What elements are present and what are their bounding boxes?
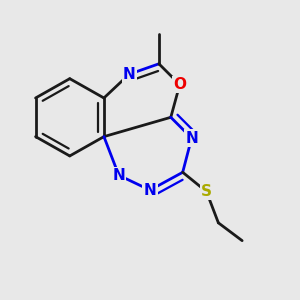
Text: N: N xyxy=(185,130,198,146)
Text: N: N xyxy=(112,168,125,183)
Text: O: O xyxy=(173,77,186,92)
Text: S: S xyxy=(201,184,212,199)
Text: N: N xyxy=(144,183,156,198)
Text: N: N xyxy=(123,67,136,82)
